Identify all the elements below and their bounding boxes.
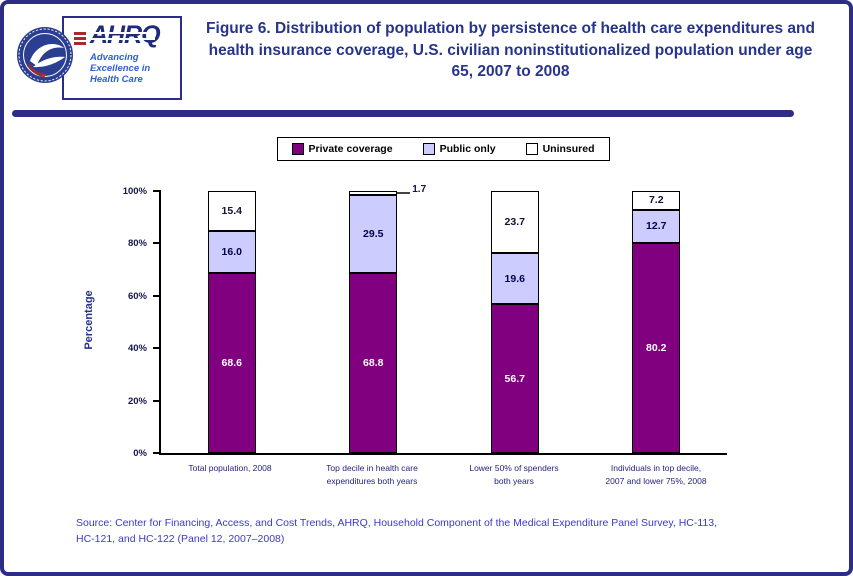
y-tick-mark: [153, 294, 161, 297]
bar-value-label: 56.7: [504, 372, 525, 385]
y-tick-mark: [153, 452, 161, 454]
y-tick-mark: [153, 190, 161, 192]
y-tick-label: 0%: [133, 448, 147, 459]
y-tick-label: 100%: [122, 186, 147, 197]
figure-title: Figure 6. Distribution of population by …: [206, 20, 815, 81]
x-axis-label: Individuals in top decile, 2007 and lower…: [605, 463, 707, 487]
header: AHRQ Advancing Excellence in Health Care…: [4, 4, 849, 106]
y-tick-mark: [153, 347, 161, 350]
bar-segment-private-coverage: 68.8: [349, 272, 398, 453]
legend-label: Private coverage: [308, 143, 393, 155]
legend-swatch-public-only: [422, 143, 435, 155]
bar-segment-private-coverage: 56.7: [490, 304, 539, 453]
y-tick-label: 60%: [127, 290, 147, 302]
bar-value-label: 16.0: [221, 246, 242, 259]
bar-segment-private-coverage: 80.2: [632, 242, 681, 453]
ahrq-tagline-line: Health Care: [90, 74, 143, 86]
bar-value-label: 19.6: [504, 272, 525, 285]
legend-swatch-uninsured: [525, 143, 538, 155]
bar-value-label: 68.6: [221, 357, 242, 370]
ahrq-tagline-line: Excellence in: [90, 63, 151, 75]
chart-legend: Private coverage Public only Uninsured: [276, 137, 610, 161]
legend-label: Uninsured: [542, 143, 595, 155]
stacked-bar: 15.4 16.0 68.6: [207, 191, 256, 453]
bar-value-label: 7.2: [648, 194, 664, 207]
bar-value-label: 68.8: [363, 356, 384, 369]
y-tick-label: 80%: [127, 238, 147, 250]
ahrq-logo-stripes: [74, 32, 86, 47]
stacked-bar: 7.2 12.7 80.2: [632, 190, 681, 453]
hhs-seal-icon: [17, 27, 73, 83]
ahrq-logo: AHRQ Advancing Excellence in Health Care: [62, 16, 182, 100]
legend-item-uninsured: Uninsured: [525, 143, 595, 155]
bar-segment-uninsured: 23.7: [490, 191, 539, 254]
leader-line: [397, 192, 411, 194]
stacked-bar: 1.7 29.5 68.8: [349, 184, 426, 453]
x-axis-labels: Total population, 2008 Top decile in heal…: [159, 462, 727, 488]
bar-value-label: 80.2: [646, 341, 667, 354]
legend-item-private-coverage: Private coverage: [291, 143, 393, 155]
bars-container: 15.4 16.0 68.6 1.7 29.5 68.8 23.7 19.6 56.7 7.2 12…: [161, 184, 727, 453]
agency-logo-block: AHRQ Advancing Excellence in Health Care: [16, 14, 186, 106]
ahrq-acronym: AHRQ: [90, 21, 161, 49]
stacked-bar-chart: Private coverage Public only Uninsured Per…: [83, 137, 727, 488]
x-axis-label: Total population, 2008: [188, 463, 272, 473]
ahrq-tagline: Advancing Excellence in Health Care: [90, 52, 178, 86]
ahrq-tagline-line: Advancing: [90, 52, 139, 63]
bar-value-label: 1.7: [412, 184, 427, 195]
source-note: Source: Center for Financing, Access, an…: [76, 517, 718, 546]
bar-segment-public-only: 19.6: [490, 253, 539, 305]
header-divider: [12, 110, 794, 117]
legend-swatch-private-coverage: [291, 143, 304, 155]
bar-segment-public-only: 16.0: [207, 231, 256, 274]
legend-label: Public only: [439, 143, 496, 155]
y-tick-label: 20%: [127, 395, 147, 407]
y-tick-mark: [153, 242, 161, 245]
y-tick-mark: [153, 399, 161, 402]
bar-value-label: 12.7: [646, 220, 667, 233]
bar-value-label: 15.4: [221, 205, 242, 218]
bar-segment-private-coverage: 68.6: [207, 273, 256, 453]
bar-value-label: 23.7: [504, 216, 525, 229]
bar-segment-public-only: 29.5: [349, 195, 398, 273]
bar-segment-uninsured: 15.4: [207, 191, 256, 232]
x-axis-label: Lower 50% of spenders both years: [469, 463, 559, 487]
plot-area: Percentage 15.4 16.0 68.6 1.7 29.5 68.8 23.7 19…: [83, 184, 727, 459]
y-tick-label: 40%: [127, 343, 147, 355]
bar-value-label: 29.5: [363, 228, 384, 241]
y-axis-title: Percentage: [83, 290, 95, 350]
x-axis-label: Top decile in health care expenditures bo…: [326, 463, 418, 487]
bar-segment-public-only: 12.7: [632, 209, 681, 243]
stacked-bar: 23.7 19.6 56.7: [490, 191, 539, 453]
bar-segment-uninsured: [349, 191, 398, 196]
bar-segment-uninsured: 7.2: [632, 190, 681, 210]
legend-item-public-only: Public only: [422, 143, 496, 155]
